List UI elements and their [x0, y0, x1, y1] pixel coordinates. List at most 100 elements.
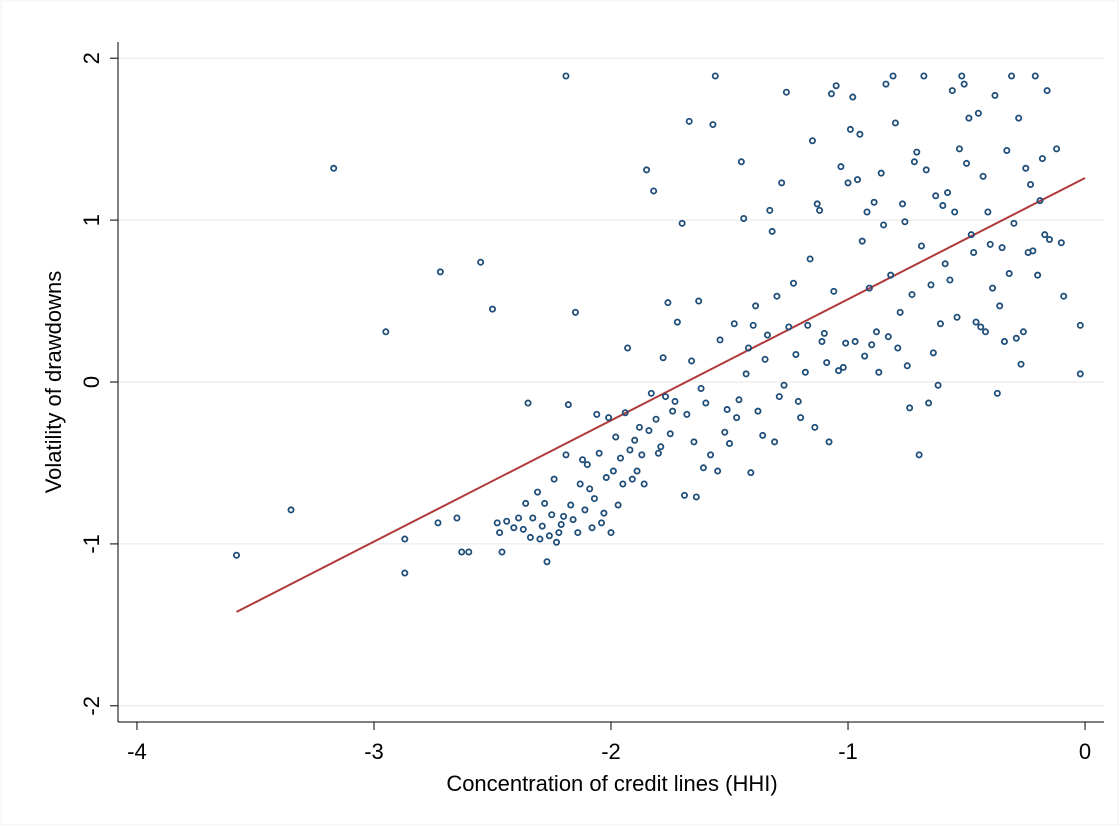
scatter-point [749, 321, 757, 329]
scatter-point [1038, 155, 1046, 163]
scatter-point [233, 551, 241, 559]
scatter-point [436, 268, 444, 276]
scatter-point [782, 88, 790, 96]
scatter-point [986, 240, 994, 248]
scatter-point [877, 169, 885, 177]
scatter-point [865, 284, 873, 292]
scatter-point [1041, 231, 1049, 239]
scatter-point [628, 475, 636, 483]
scatter-point [401, 535, 409, 543]
scatter-point [548, 511, 556, 519]
scatter-point [906, 404, 914, 412]
scatter-point [766, 206, 774, 214]
scatter-point [534, 488, 542, 496]
fit-line-layer [236, 177, 1086, 613]
scatter-point [669, 407, 677, 415]
scatter-point [917, 242, 925, 250]
scatter-point [979, 172, 987, 180]
scatter-point [1000, 338, 1008, 346]
y-tick-label: -2 [79, 696, 104, 716]
y-tick-label: -1 [79, 534, 104, 554]
scatter-point [621, 409, 629, 417]
scatter-point [794, 397, 802, 405]
scatter-point [981, 328, 989, 336]
scatter-point [609, 467, 617, 475]
scatter-point [711, 72, 719, 80]
scatter-point [1017, 360, 1025, 368]
scatter-point [730, 320, 738, 328]
scatter-point [560, 512, 568, 520]
scatter-point [967, 231, 975, 239]
scatter-point [709, 121, 717, 129]
scatter-point [550, 475, 558, 483]
x-tick-label: -1 [838, 739, 858, 764]
axes [110, 42, 1104, 730]
scatter-point [598, 519, 606, 527]
scatter-point [929, 349, 937, 357]
scatter-point [493, 519, 501, 527]
scatter-point [1031, 72, 1039, 80]
scatter-point [576, 480, 584, 488]
scatter-point [839, 363, 847, 371]
scatter-point [1012, 334, 1020, 342]
scatter-point [974, 109, 982, 117]
scatter-point [951, 208, 959, 216]
scatter-point [813, 200, 821, 208]
scatter-point [678, 219, 686, 227]
scatter-point [515, 514, 523, 522]
scatter-point [941, 260, 949, 268]
scatter-point [650, 187, 658, 195]
scatter-point [922, 166, 930, 174]
scatter-point [797, 414, 805, 422]
scatter-point [529, 514, 537, 522]
scatter-point [913, 148, 921, 156]
scatter-point [581, 506, 589, 514]
scatter-point [763, 331, 771, 339]
scatter-point [790, 279, 798, 287]
scatter-point [526, 533, 534, 541]
scatter-point [842, 339, 850, 347]
scatter-point [927, 281, 935, 289]
scatter-point [614, 501, 622, 509]
scatter-point [654, 449, 662, 457]
scatter-point [631, 436, 639, 444]
scatter-point [583, 461, 591, 469]
scatter-point [785, 323, 793, 331]
scatter-point [993, 389, 1001, 397]
scatter-point [626, 446, 634, 454]
scatter-point [811, 423, 819, 431]
scatter-point [884, 333, 892, 341]
scatter-point [861, 352, 869, 360]
scatter-point [944, 189, 952, 197]
scatter-point [1045, 236, 1053, 244]
scatter-point [1010, 219, 1018, 227]
scatter-point [901, 218, 909, 226]
scatter-point [612, 433, 620, 441]
tick-labels: -2 -1 0 1 2 -4 -3 -2 -1 0 [79, 52, 1091, 764]
scatter-point [780, 381, 788, 389]
scatter-point [744, 344, 752, 352]
scatter-point [567, 501, 575, 509]
scatter-point [1053, 145, 1061, 153]
scatter-point [519, 525, 527, 533]
scatter-point [382, 328, 390, 336]
scatter-point [984, 208, 992, 216]
scatter-point [496, 529, 504, 537]
scatter-point [735, 396, 743, 404]
scatter-point [510, 524, 518, 532]
scatter-point [692, 493, 700, 501]
scatter-point [963, 159, 971, 167]
scatter-point [562, 451, 570, 459]
scatter-point [716, 336, 724, 344]
scatter-point [458, 548, 466, 556]
scatter-point [590, 495, 598, 503]
scatter-point [453, 514, 461, 522]
scatter-point [1005, 270, 1013, 278]
scatter-point [538, 522, 546, 530]
scatter-point [647, 389, 655, 397]
scatter-point [1029, 247, 1037, 255]
scatter-point [645, 427, 653, 435]
scatter-point [953, 313, 961, 321]
scatter-point [707, 451, 715, 459]
